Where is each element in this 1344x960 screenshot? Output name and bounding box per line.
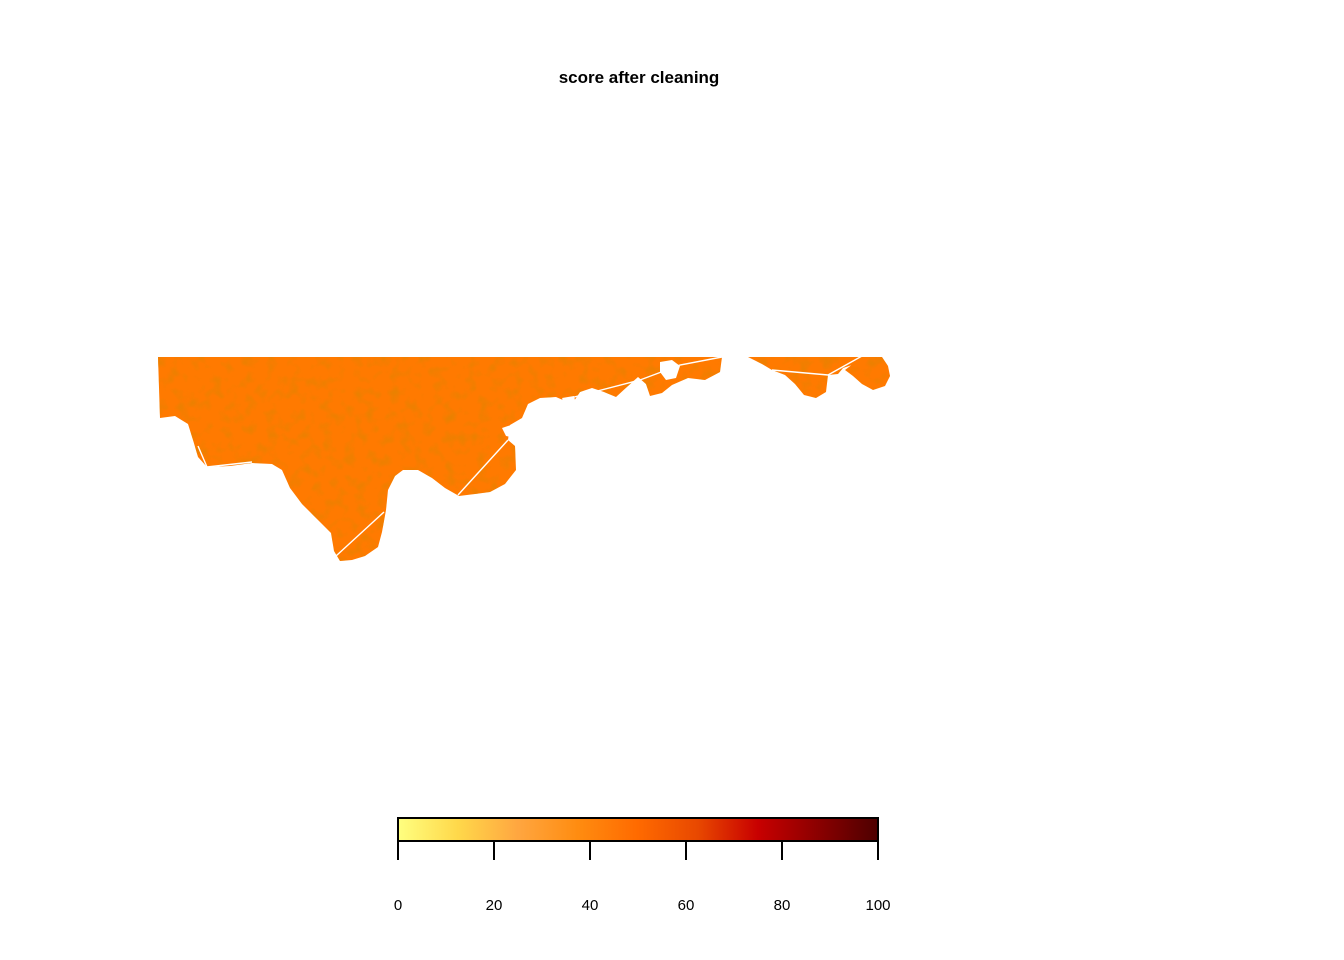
- legend-tick-label: 60: [678, 897, 695, 914]
- raster-map: [158, 357, 890, 561]
- color-legend: 0 20 40 60 80 100: [394, 817, 891, 914]
- legend-colorbar: [397, 817, 879, 842]
- boundary-line: [554, 356, 723, 403]
- score-texture: [158, 357, 890, 561]
- boundary-lines: [197, 355, 863, 557]
- lake: [502, 424, 522, 438]
- boundary-line: [335, 511, 385, 557]
- boundary-line: [771, 355, 863, 376]
- legend-tick-label: 80: [774, 897, 791, 914]
- legend-tick-label: 100: [865, 897, 890, 914]
- legend-tick-label: 40: [582, 897, 599, 914]
- lake: [562, 396, 576, 406]
- boundary-line: [206, 461, 253, 468]
- boundary-line: [197, 445, 208, 468]
- legend-tick-label: 20: [486, 897, 503, 914]
- boundary-line: [457, 439, 509, 496]
- lake: [660, 360, 680, 380]
- plot-title: score after cleaning: [558, 68, 720, 87]
- legend-ticks: 0 20 40 60 80 100: [394, 841, 891, 914]
- water-bodies: [502, 360, 680, 438]
- legend-tick-label: 0: [394, 897, 402, 914]
